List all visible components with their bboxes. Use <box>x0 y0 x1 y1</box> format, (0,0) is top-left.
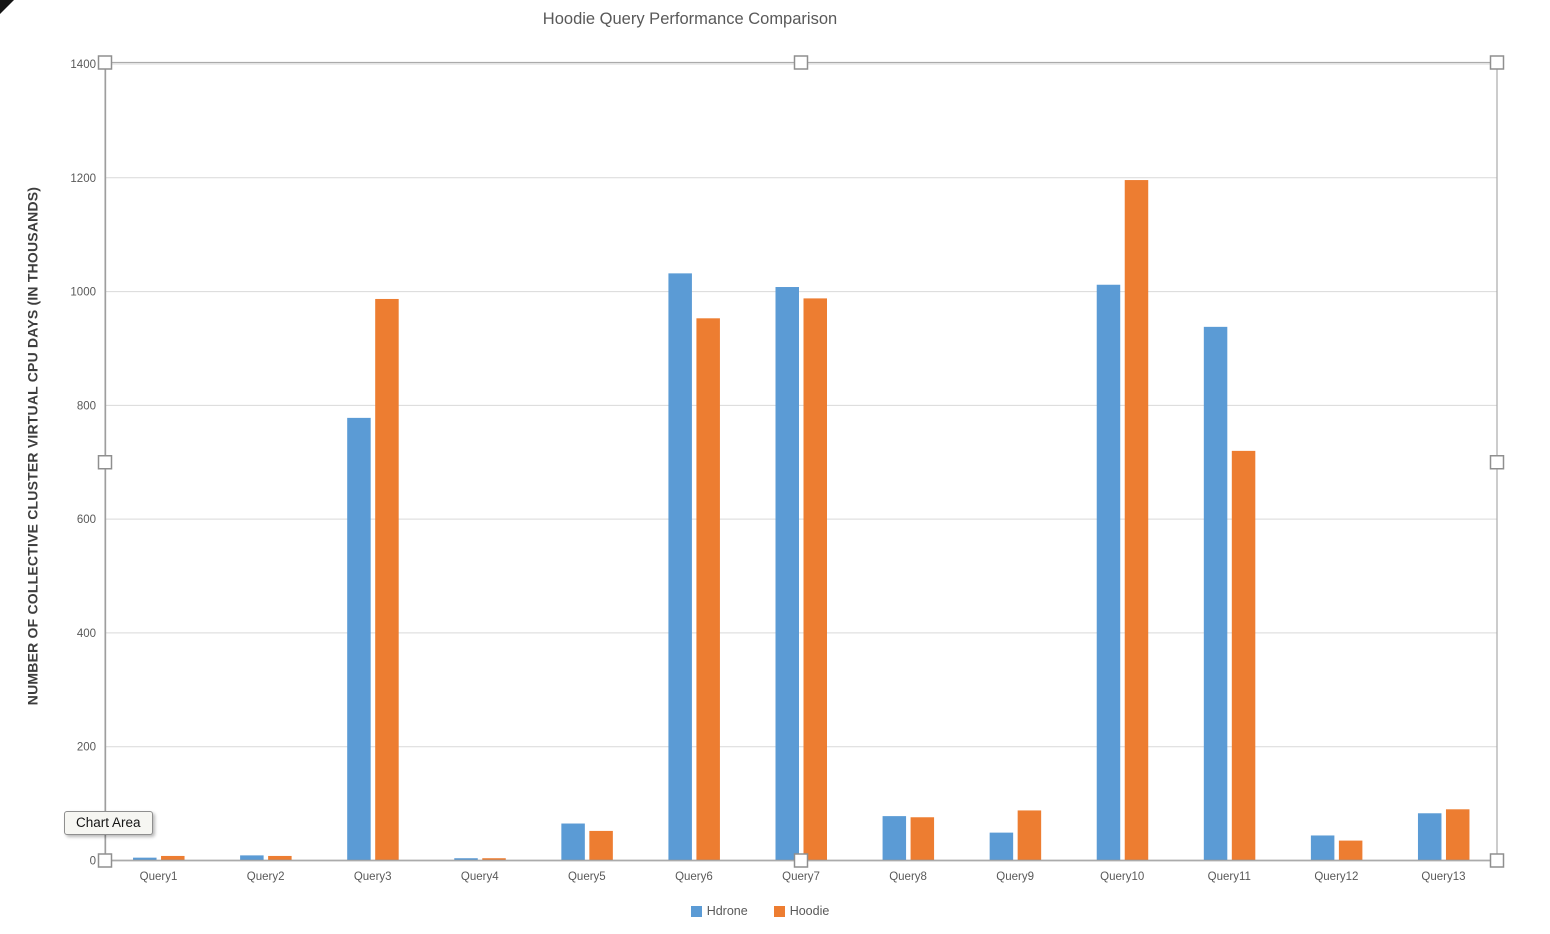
bar-hdrone-query9[interactable] <box>989 832 1014 861</box>
x-tick-label-query2: Query2 <box>247 871 285 883</box>
screen-corner-artifact <box>0 0 14 14</box>
legend-label-hoodie: Hoodie <box>789 904 830 918</box>
selection-handle-bottom-right[interactable] <box>1489 853 1505 868</box>
bar-hdrone-query10[interactable] <box>1096 284 1121 861</box>
bar-hoodie-query2[interactable] <box>268 855 292 861</box>
bar-hoodie-query8[interactable] <box>910 817 935 861</box>
selection-handle-bottom-center[interactable] <box>793 853 809 868</box>
y-tick-label-600: 600 <box>77 514 96 526</box>
x-tick-label-query9: Query9 <box>996 871 1034 883</box>
x-tick-label-query7: Query7 <box>782 871 820 883</box>
y-tick-label-200: 200 <box>77 742 96 754</box>
x-tick-label-query13: Query13 <box>1421 871 1465 883</box>
bar-hdrone-query11[interactable] <box>1203 326 1228 861</box>
x-tick-label-query10: Query10 <box>1100 871 1144 883</box>
y-tick-label-400: 400 <box>77 628 96 640</box>
legend-swatch-hdrone-icon <box>690 905 702 917</box>
bar-hoodie-query11[interactable] <box>1231 450 1256 861</box>
y-tick-label-1000: 1000 <box>70 287 96 299</box>
bar-hoodie-query13[interactable] <box>1445 809 1470 861</box>
legend-swatch-hoodie-icon <box>773 905 785 917</box>
bar-hoodie-query4[interactable] <box>482 858 506 861</box>
bar-hoodie-query9[interactable] <box>1017 810 1042 861</box>
bar-hoodie-query3[interactable] <box>375 298 399 861</box>
bar-hdrone-query5[interactable] <box>561 823 585 861</box>
bar-hdrone-query1[interactable] <box>133 857 157 861</box>
bar-hdrone-query8[interactable] <box>882 816 907 861</box>
bar-hdrone-query4[interactable] <box>454 858 478 861</box>
x-tick-label-query12: Query12 <box>1314 871 1358 883</box>
legend-item-hdrone[interactable]: Hdrone <box>690 904 748 918</box>
selection-border <box>104 61 1498 862</box>
bar-hoodie-query6[interactable] <box>696 318 720 861</box>
bar-hdrone-query13[interactable] <box>1417 813 1442 861</box>
bar-hoodie-query5[interactable] <box>589 830 613 861</box>
selection-handle-top-right[interactable] <box>1489 55 1505 70</box>
bar-hdrone-query2[interactable] <box>240 855 264 861</box>
x-tick-label-query4: Query4 <box>461 871 499 883</box>
legend-item-hoodie[interactable]: Hoodie <box>773 904 830 918</box>
y-tick-label-0: 0 <box>90 856 96 868</box>
x-tick-label-query5: Query5 <box>568 871 606 883</box>
bar-hoodie-query12[interactable] <box>1338 840 1363 861</box>
bar-hoodie-query1[interactable] <box>161 855 185 861</box>
bar-hoodie-query10[interactable] <box>1124 180 1149 861</box>
bar-hdrone-query3[interactable] <box>347 417 371 861</box>
selection-handle-top-left[interactable] <box>97 55 113 70</box>
selection-handle-mid-right[interactable] <box>1489 455 1505 470</box>
x-tick-label-query6: Query6 <box>675 871 713 883</box>
chart-title: Hoodie Query Performance Comparison <box>542 10 838 28</box>
selection-handle-top-center[interactable] <box>793 55 809 70</box>
bar-hdrone-query6[interactable] <box>668 273 692 861</box>
y-tick-label-1400: 1400 <box>70 59 96 71</box>
x-tick-label-query1: Query1 <box>140 871 178 883</box>
x-tick-label-query8: Query8 <box>889 871 927 883</box>
bar-hoodie-query7[interactable] <box>803 298 828 861</box>
chart-legend: Hdrone Hoodie <box>0 904 1520 918</box>
x-tick-label-query11: Query11 <box>1208 871 1251 883</box>
legend-label-hdrone: Hdrone <box>706 904 748 918</box>
selection-handle-bottom-left[interactable] <box>97 853 113 868</box>
y-tick-label-800: 800 <box>77 400 96 412</box>
bar-hdrone-query7[interactable] <box>775 287 800 861</box>
x-tick-label-query3: Query3 <box>354 871 392 883</box>
chart-area-tooltip: Chart Area <box>64 811 153 835</box>
selection-handle-mid-left[interactable] <box>97 455 113 470</box>
bar-hdrone-query12[interactable] <box>1310 835 1335 861</box>
y-tick-label-1200: 1200 <box>70 173 96 185</box>
